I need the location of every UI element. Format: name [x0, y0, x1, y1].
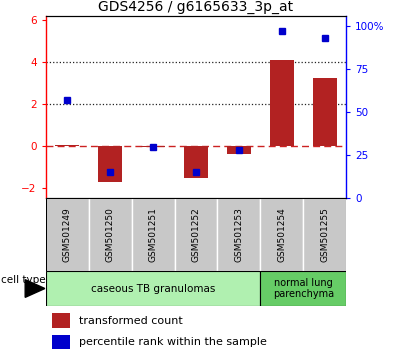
Bar [303, 198, 346, 271]
Text: GSM501250: GSM501250 [105, 207, 115, 262]
Bar [313, 78, 337, 146]
Text: GSM501252: GSM501252 [191, 207, 201, 262]
Title: GDS4256 / g6165633_3p_at: GDS4256 / g6165633_3p_at [98, 0, 294, 13]
Bar [260, 271, 346, 306]
Bar [89, 198, 132, 271]
Text: normal lung
parenchyma: normal lung parenchyma [273, 278, 334, 299]
Bar [270, 59, 294, 146]
Bar [46, 271, 260, 306]
Bar [217, 198, 260, 271]
Bar [175, 198, 217, 271]
Text: GSM501255: GSM501255 [320, 207, 329, 262]
Bar [46, 198, 89, 271]
Bar [184, 146, 208, 178]
Bar [260, 198, 303, 271]
Text: percentile rank within the sample: percentile rank within the sample [79, 337, 267, 347]
Text: GSM501249: GSM501249 [63, 207, 72, 262]
Bar [55, 145, 79, 146]
Bar [52, 335, 70, 349]
Text: transformed count: transformed count [79, 315, 183, 326]
Text: caseous TB granulomas: caseous TB granulomas [91, 284, 215, 293]
Bar [141, 146, 165, 147]
Bar [227, 146, 251, 154]
Bar [52, 313, 70, 328]
Bar [132, 198, 175, 271]
Text: cell type: cell type [1, 275, 45, 285]
Polygon shape [25, 280, 45, 297]
Bar [98, 146, 122, 182]
Text: GSM501254: GSM501254 [277, 207, 287, 262]
Text: GSM501251: GSM501251 [148, 207, 158, 262]
Text: GSM501253: GSM501253 [234, 207, 244, 262]
